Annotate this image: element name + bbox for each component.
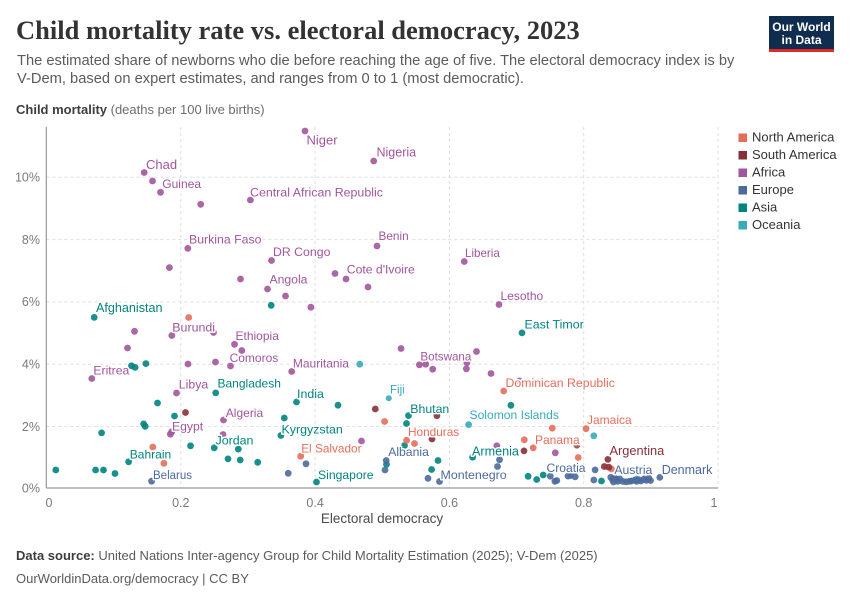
svg-text:South America: South America xyxy=(752,147,837,162)
svg-text:East Timor: East Timor xyxy=(525,318,584,332)
svg-text:Denmark: Denmark xyxy=(662,463,713,477)
svg-text:Benin: Benin xyxy=(379,229,409,243)
svg-text:0: 0 xyxy=(46,496,53,510)
svg-text:Europe: Europe xyxy=(752,182,794,197)
svg-text:6%: 6% xyxy=(22,295,40,309)
svg-text:Angola: Angola xyxy=(270,273,308,287)
svg-text:Bhutan: Bhutan xyxy=(410,402,449,416)
svg-text:Lesotho: Lesotho xyxy=(501,289,544,303)
svg-text:Guinea: Guinea xyxy=(162,177,201,191)
svg-text:Panama: Panama xyxy=(535,433,580,447)
svg-text:Jordan: Jordan xyxy=(216,433,254,447)
svg-text:Croatia: Croatia xyxy=(547,461,586,475)
svg-text:DR Congo: DR Congo xyxy=(273,245,331,259)
svg-text:Botswana: Botswana xyxy=(420,351,471,364)
svg-text:Bahrain: Bahrain xyxy=(130,447,171,461)
svg-text:Jamaica: Jamaica xyxy=(587,413,632,427)
svg-text:4%: 4% xyxy=(22,358,40,372)
svg-text:Nigeria: Nigeria xyxy=(377,145,417,159)
svg-text:North America: North America xyxy=(752,130,835,145)
svg-text:Austria: Austria xyxy=(614,463,652,477)
svg-text:Dominican Republic: Dominican Republic xyxy=(506,376,615,390)
svg-text:Fiji: Fiji xyxy=(390,385,405,397)
svg-text:0.6: 0.6 xyxy=(441,496,458,510)
svg-text:Libya: Libya xyxy=(179,377,209,391)
svg-text:Asia: Asia xyxy=(752,200,778,215)
svg-text:Argentina: Argentina xyxy=(610,443,666,458)
svg-text:8%: 8% xyxy=(22,233,40,247)
svg-text:Cote d'Ivoire: Cote d'Ivoire xyxy=(347,263,415,277)
svg-text:0.2: 0.2 xyxy=(172,496,189,510)
svg-text:Montenegro: Montenegro xyxy=(441,468,507,482)
svg-text:India: India xyxy=(297,387,324,401)
svg-text:Albania: Albania xyxy=(388,445,429,459)
svg-text:2%: 2% xyxy=(22,420,40,434)
svg-text:Armenia: Armenia xyxy=(472,445,519,459)
svg-text:Bangladesh: Bangladesh xyxy=(218,377,281,391)
svg-text:Central African Republic: Central African Republic xyxy=(250,186,383,200)
svg-text:0.8: 0.8 xyxy=(575,496,592,510)
svg-text:El Salvador: El Salvador xyxy=(301,442,361,456)
svg-text:Burundi: Burundi xyxy=(172,321,215,335)
svg-text:Solomon Islands: Solomon Islands xyxy=(470,408,559,422)
svg-text:Eritrea: Eritrea xyxy=(93,364,129,378)
svg-text:Chad: Chad xyxy=(146,157,177,172)
svg-text:Honduras: Honduras xyxy=(408,425,459,439)
svg-text:Comoros: Comoros xyxy=(230,351,279,365)
svg-text:Singapore: Singapore xyxy=(318,468,374,482)
svg-text:Liberia: Liberia xyxy=(465,247,500,260)
svg-text:Ethiopia: Ethiopia xyxy=(236,329,280,343)
svg-text:Egypt: Egypt xyxy=(172,420,204,434)
svg-text:0%: 0% xyxy=(22,481,40,495)
svg-text:Niger: Niger xyxy=(307,133,339,148)
svg-text:Mauritania: Mauritania xyxy=(293,356,349,370)
svg-text:Algeria: Algeria xyxy=(226,406,264,420)
svg-text:Kyrgyzstan: Kyrgyzstan xyxy=(282,423,343,437)
svg-text:0.4: 0.4 xyxy=(306,496,323,510)
svg-text:Africa: Africa xyxy=(752,165,786,180)
svg-text:Belarus: Belarus xyxy=(153,470,192,482)
svg-text:Burkina Faso: Burkina Faso xyxy=(189,233,262,247)
svg-text:Oceania: Oceania xyxy=(752,217,801,232)
svg-text:10%: 10% xyxy=(15,171,40,185)
svg-text:Electoral democracy: Electoral democracy xyxy=(321,511,444,526)
svg-text:1: 1 xyxy=(711,496,718,510)
svg-text:Afghanistan: Afghanistan xyxy=(96,301,163,315)
